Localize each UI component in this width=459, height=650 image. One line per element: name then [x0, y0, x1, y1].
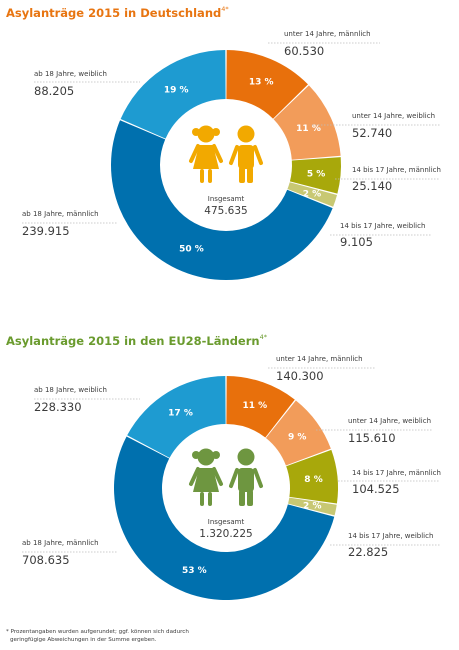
percent-label-ab18-male: 50 % [179, 245, 204, 255]
percent-label-u14-female: 11 % [296, 124, 321, 134]
percent-label-14-17-female: 2 % [303, 189, 321, 199]
donut-segment-14-17-female [287, 182, 338, 207]
value-label-14-17-female: 9.105 [340, 235, 373, 249]
value-label-u14-female: 115.610 [348, 431, 396, 445]
percent-label-14-17-male: 8 % [304, 475, 322, 485]
donut-segment-14-17-female [288, 497, 337, 516]
percent-label-ab18-female: 19 % [164, 85, 189, 95]
value-label-u14-male: 60.530 [284, 44, 324, 58]
value-label-14-17-male: 25.140 [352, 179, 392, 193]
percent-label-14-17-female: 2 % [303, 501, 321, 511]
donut-segment-14-17-male [286, 449, 338, 504]
footnote-line-1: * Prozentangaben wurden aufgerundet; ggf… [6, 629, 189, 635]
chart-title-de: Asylanträge 2015 in Deutschland4* [6, 5, 229, 20]
center-total: 475.635 [204, 205, 247, 217]
girl-figure-icon [189, 125, 223, 183]
center-label: Insgesamt [208, 195, 245, 203]
category-label-u14-female: unter 14 Jahre, weiblich [348, 417, 431, 425]
chart-title-eu: Asylanträge 2015 in den EU28-Ländern4* [6, 333, 267, 348]
value-label-u14-female: 52.740 [352, 126, 392, 140]
chart-title-de-marker: 4* [221, 5, 229, 13]
girl-figure-icon [189, 448, 223, 506]
footnote-line-2: geringfügige Abweichungen in der Summe e… [10, 637, 157, 643]
category-label-ab18-female: ab 18 Jahre, weiblich [34, 70, 107, 78]
chart-title-eu-text: Asylanträge 2015 in den EU28-Ländern [6, 334, 260, 348]
footnote: * Prozentangaben wurden aufgerundet; ggf… [6, 628, 246, 644]
category-label-u14-male: unter 14 Jahre, männlich [276, 355, 363, 363]
donut-segment-ab18-male [114, 436, 335, 600]
value-label-ab18-female: 88.205 [34, 84, 74, 98]
center-total: 1.320.225 [199, 528, 252, 540]
boy-figure-icon [229, 125, 263, 183]
donut-segment-ab18-female [120, 50, 226, 139]
category-label-14-17-female: 14 bis 17 Jahre, weiblich [348, 532, 433, 540]
category-label-ab18-male: ab 18 Jahre, männlich [22, 210, 99, 218]
donut-chart-eu: 11 % 9 % 8 % 2 % 53 % 17 % Insgesamt 1.320.225 u… [22, 355, 441, 600]
category-label-ab18-male: ab 18 Jahre, männlich [22, 539, 99, 547]
donut-segment-ab18-male [110, 120, 333, 281]
boy-figure-icon [229, 448, 263, 506]
percent-label-ab18-female: 17 % [168, 409, 193, 419]
donut-segment-u14-female [273, 85, 341, 160]
category-label-ab18-female: ab 18 Jahre, weiblich [34, 386, 107, 394]
donut-chart-de: 13 % 11 % 5 % 2 % 50 % 19 % Insgesamt 475.635 un… [22, 30, 441, 281]
value-label-ab18-female: 228.330 [34, 400, 82, 414]
percent-label-ab18-male: 53 % [182, 566, 207, 576]
value-label-ab18-male: 708.635 [22, 553, 70, 567]
percent-label-14-17-male: 5 % [307, 169, 325, 179]
donut-segment-14-17-male [289, 157, 341, 194]
category-label-14-17-male: 14 bis 17 Jahre, männlich [352, 469, 441, 477]
percent-label-u14-male: 11 % [242, 401, 267, 411]
value-label-14-17-female: 22.825 [348, 545, 388, 559]
category-label-u14-female: unter 14 Jahre, weiblich [352, 112, 435, 120]
value-label-ab18-male: 239.915 [22, 224, 70, 238]
donut-segment-u14-male [226, 50, 308, 119]
chart-title-eu-marker: 4* [259, 333, 267, 341]
category-label-u14-male: unter 14 Jahre, männlich [284, 30, 371, 38]
percent-label-u14-male: 13 % [249, 78, 274, 88]
center-label: Insgesamt [208, 518, 245, 526]
donut-segment-ab18-female [127, 376, 226, 458]
value-label-u14-male: 140.300 [276, 369, 324, 383]
value-label-14-17-male: 104.525 [352, 482, 400, 496]
donut-segment-u14-male [226, 376, 295, 438]
chart-title-de-text: Asylanträge 2015 in Deutschland [6, 6, 222, 20]
category-label-14-17-female: 14 bis 17 Jahre, weiblich [340, 222, 425, 230]
donut-segment-u14-female [265, 400, 331, 466]
category-label-14-17-male: 14 bis 17 Jahre, männlich [352, 166, 441, 174]
percent-label-u14-female: 9 % [288, 432, 306, 442]
